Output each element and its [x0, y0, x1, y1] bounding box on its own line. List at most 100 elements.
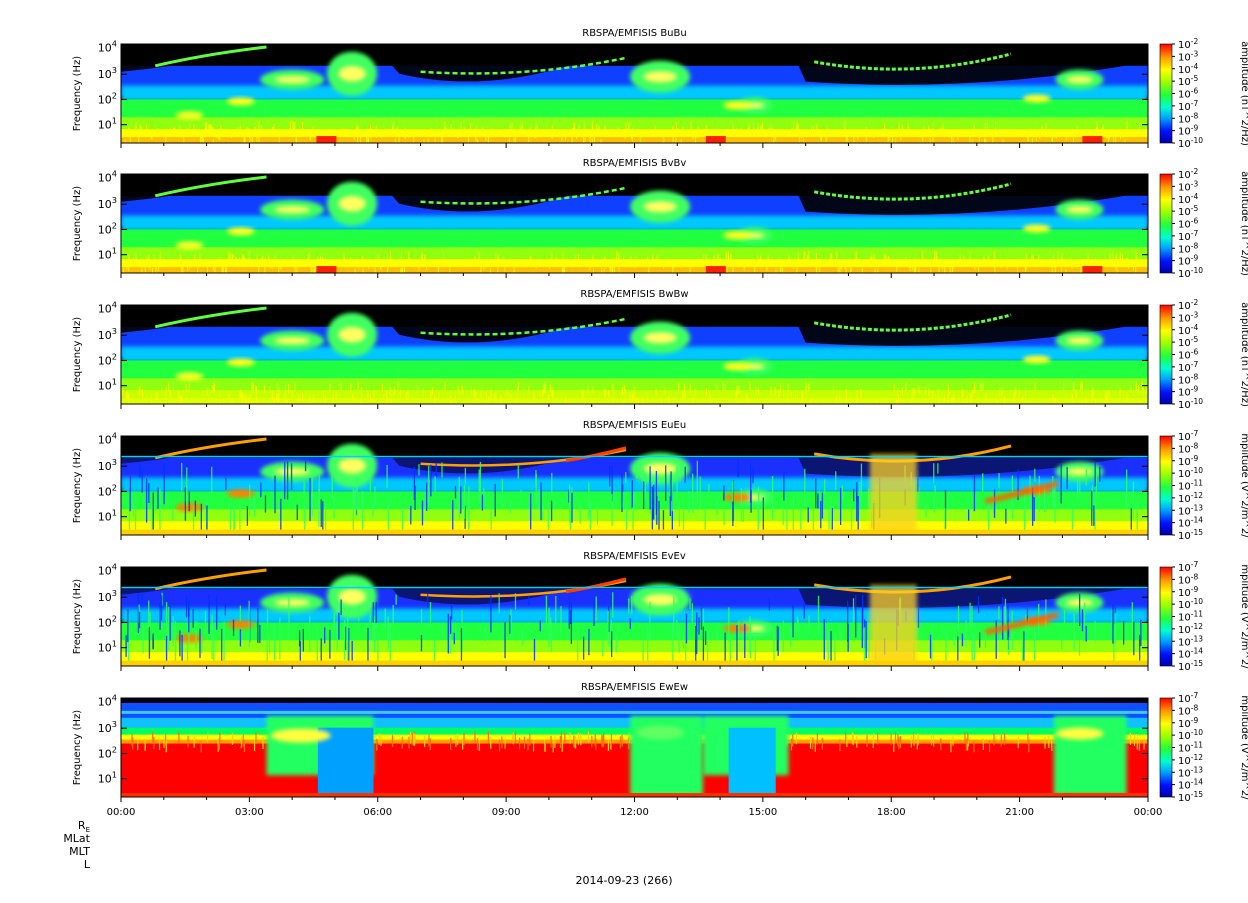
colorbar-tick-label: 10-14	[1178, 777, 1203, 792]
y-tick-label: 104	[98, 38, 117, 54]
ephemeris-label-re-text: RE	[77, 819, 90, 835]
colorbar-tick-label: 10-10	[1178, 597, 1203, 612]
colorbar-tick-label: 10-13	[1178, 634, 1203, 649]
colorbar-tick-label: 10-15	[1178, 528, 1203, 543]
colorbar-tick-label: 10-10	[1178, 136, 1203, 151]
panel-title: RBSPA/EMFISIS BwBw	[580, 289, 688, 300]
x-tick-label: 18:00	[877, 807, 906, 818]
colorbar-tick-label: 10-9	[1178, 384, 1198, 399]
colorbar	[1159, 43, 1173, 144]
spectrogram-image	[121, 698, 1148, 797]
spectrogram-image	[121, 305, 1148, 404]
spectrogram-panel-5: RBSPA/EMFISIS EvEv Frequency (Hz) 101 102 10…	[72, 551, 1248, 674]
colorbar	[1159, 304, 1173, 405]
y-tick-label: 103	[98, 457, 117, 473]
spectrogram-panel-2: RBSPA/EMFISIS BvBv Frequency (Hz) 101 102 10…	[72, 158, 1248, 280]
colorbar-tick-label: 10-8	[1178, 703, 1198, 718]
spectrogram-image	[121, 436, 1148, 535]
ephemeris-label-l: L	[83, 858, 90, 871]
colorbar-tick-label: 10-15	[1178, 790, 1203, 805]
ephemeris-label-re: RE	[30, 819, 90, 837]
colorbar-tick-label: 10-9	[1178, 715, 1198, 730]
y-tick-label: 103	[98, 65, 117, 81]
colorbar-tick-label: 10-10	[1178, 466, 1203, 481]
colorbar-tick-label: 10-8	[1178, 111, 1198, 126]
x-tick-label: 06:00	[363, 807, 392, 818]
spectrogram-image	[121, 44, 1148, 143]
spectrogram-image	[121, 174, 1148, 273]
y-tick-label: 102	[98, 482, 117, 498]
colorbar-tick-label: 10-12	[1178, 752, 1203, 767]
x-tick-label: 15:00	[748, 807, 777, 818]
colorbar-tick-label: 10-8	[1178, 241, 1198, 256]
colorbar-tick-label: 10-13	[1178, 765, 1203, 780]
panel-title: RBSPA/EMFISIS EvEv	[583, 551, 686, 562]
colorbar-tick-label: 10-8	[1178, 572, 1198, 587]
colorbar-tick-label: 10-11	[1178, 609, 1203, 624]
spectrogram-panel-1: RBSPA/EMFISIS BuBu Frequency (Hz) 101 102 10…	[72, 28, 1248, 150]
colorbar-tick-label: 10-9	[1178, 253, 1198, 268]
colorbar-tick-label: 10-11	[1178, 478, 1203, 493]
colorbar-tick-label: 10-4	[1178, 322, 1198, 337]
colorbar	[1159, 697, 1173, 798]
panel-title: RBSPA/EMFISIS BvBv	[583, 158, 687, 169]
colorbar-label: mplitude (V^2/m^2/	[1239, 433, 1248, 538]
colorbar-tick-label: 10-11	[1178, 740, 1203, 755]
y-tick-label: 102	[98, 744, 117, 760]
y-axis-label: Frequency (Hz)	[72, 448, 83, 524]
x-tick-label: 00:00	[1134, 807, 1163, 818]
y-tick-label: 102	[98, 351, 117, 367]
y-tick-label: 104	[98, 561, 117, 577]
spectrogram-panel-3: RBSPA/EMFISIS BwBw Frequency (Hz) 101 102 10…	[72, 289, 1248, 411]
ephemeris-label-mlat: MLat	[63, 832, 90, 845]
x-tick-label: 09:00	[492, 807, 521, 818]
y-tick-label: 104	[98, 430, 117, 446]
y-tick-label: 104	[98, 299, 117, 315]
spectrogram-image	[121, 567, 1148, 666]
colorbar-tick-label: 10-7	[1178, 359, 1198, 374]
colorbar-tick-label: 10-4	[1178, 191, 1198, 206]
colorbar-tick-label: 10-14	[1178, 515, 1203, 530]
colorbar-tick-label: 10-5	[1178, 74, 1198, 89]
colorbar	[1159, 435, 1173, 536]
y-tick-label: 101	[98, 377, 117, 393]
spectrogram-panel-6: RBSPA/EMFISIS EwEw Frequency (Hz) 101 102 10…	[72, 682, 1248, 804]
colorbar-tick-label: 10-3	[1178, 310, 1198, 325]
colorbar-tick-label: 10-8	[1178, 372, 1198, 387]
colorbar-tick-label: 10-7	[1178, 98, 1198, 113]
y-tick-label: 101	[98, 770, 117, 786]
y-axis-label: Frequency (Hz)	[72, 317, 83, 393]
colorbar-tick-label: 10-10	[1178, 397, 1203, 412]
x-tick-label: 21:00	[1005, 807, 1034, 818]
colorbar-tick-label: 10-15	[1178, 659, 1203, 674]
colorbar-label: amplitude (nT^2/Hz)	[1239, 302, 1248, 407]
y-tick-label: 104	[98, 692, 117, 708]
y-tick-label: 101	[98, 246, 117, 262]
colorbar-tick-label: 10-2	[1178, 167, 1198, 182]
colorbar-tick-label: 10-6	[1178, 347, 1198, 362]
colorbar-tick-label: 10-9	[1178, 584, 1198, 599]
y-axis-label: Frequency (Hz)	[72, 710, 83, 786]
colorbar-tick-label: 10-3	[1178, 49, 1198, 64]
colorbar-tick-label: 10-14	[1178, 646, 1203, 661]
y-axis-label: Frequency (Hz)	[72, 56, 83, 132]
y-tick-label: 104	[98, 168, 117, 184]
y-axis-label: Frequency (Hz)	[72, 579, 83, 655]
colorbar-tick-label: 10-3	[1178, 179, 1198, 194]
colorbar-label: mplitude (V^2/m^2/	[1239, 695, 1248, 800]
date-label: 2014-09-23 (266)	[575, 874, 673, 887]
colorbar-tick-label: 10-5	[1178, 204, 1198, 219]
colorbar-tick-label: 10-2	[1178, 298, 1198, 313]
colorbar-label: amplitude (nT^2/Hz)	[1239, 41, 1248, 146]
x-tick-label: 12:00	[620, 807, 649, 818]
y-tick-label: 103	[98, 719, 117, 735]
colorbar-tick-label: 10-2	[1178, 37, 1198, 52]
y-tick-label: 102	[98, 613, 117, 629]
colorbar-label: amplitude (nT^2/Hz)	[1239, 171, 1248, 276]
colorbar-tick-label: 10-10	[1178, 728, 1203, 743]
y-tick-label: 102	[98, 220, 117, 236]
ephemeris-label-mlt: MLT	[69, 845, 90, 858]
y-tick-label: 101	[98, 116, 117, 132]
colorbar-label: mplitude (V^2/m^2/	[1239, 564, 1248, 669]
